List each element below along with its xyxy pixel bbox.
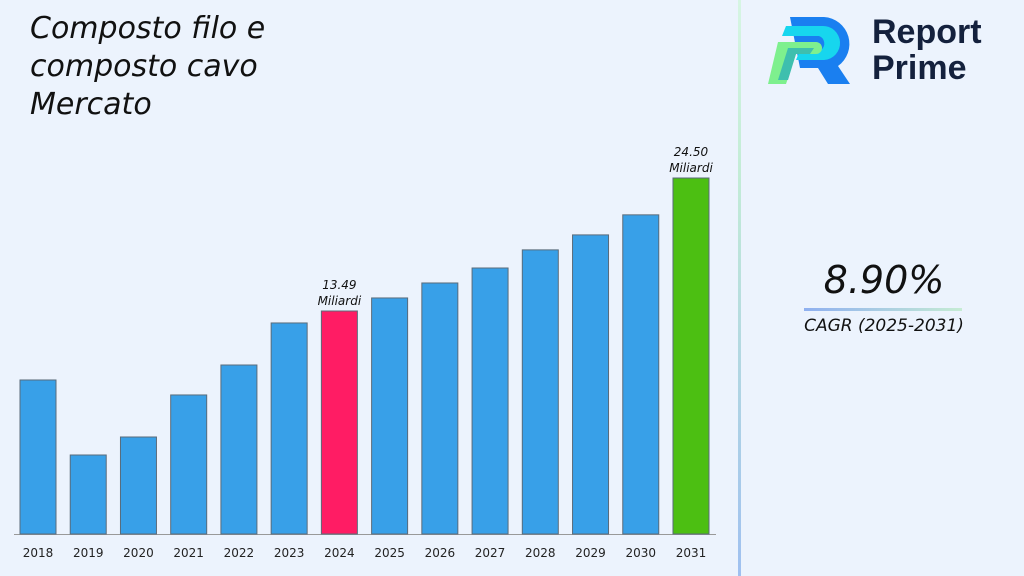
cagr-underline xyxy=(804,308,962,311)
bar-2029 xyxy=(572,234,610,535)
bar-2019 xyxy=(69,454,107,535)
data-label-2024: 13.49 xyxy=(322,278,356,292)
x-tick-label: 2022 xyxy=(224,546,255,560)
cagr-label: CAGR (2025-2031) xyxy=(804,316,964,336)
x-tick-label: 2021 xyxy=(173,546,204,560)
bar-2023 xyxy=(270,322,308,535)
chart-title: Composto filo e composto cavo Mercato xyxy=(30,11,266,122)
data-label-2031: 24.50 xyxy=(674,145,709,159)
x-tick-label: 2023 xyxy=(274,546,305,560)
logo-line2: Prime xyxy=(872,49,967,87)
x-tick-label: 2031 xyxy=(676,546,707,560)
bar-2031 xyxy=(672,177,710,535)
bar-2020 xyxy=(119,436,157,535)
bar-chart: 2018 2019 2020 2021 2022 2023 2024 13.49 Miliard… xyxy=(14,145,716,560)
x-tick-label: 2025 xyxy=(374,546,405,560)
data-label-2024: Miliardi xyxy=(318,294,362,308)
bar-2026 xyxy=(421,282,459,535)
x-tick-label: 2026 xyxy=(425,546,456,560)
x-tick-label: 2027 xyxy=(475,546,506,560)
bar-2021 xyxy=(170,394,208,535)
x-tick-label: 2024 xyxy=(324,546,355,560)
logo-text: Report Prime xyxy=(872,14,982,86)
bar-2024 xyxy=(320,310,358,535)
data-label-2031: Miliardi xyxy=(669,161,713,175)
divider xyxy=(738,0,741,576)
x-tick-label: 2018 xyxy=(23,546,54,560)
x-tick-label: 2019 xyxy=(73,546,104,560)
logo-line1: Report xyxy=(872,13,982,51)
bar-2018 xyxy=(19,379,57,535)
bar-2028 xyxy=(521,249,559,535)
cagr-value: 8.90% xyxy=(823,258,945,302)
bar-2022 xyxy=(220,364,258,535)
report-prime-logo-icon xyxy=(768,17,850,84)
x-tick-label: 2030 xyxy=(625,546,656,560)
x-tick-label: 2020 xyxy=(123,546,154,560)
x-tick-label: 2029 xyxy=(575,546,606,560)
x-tick-label: 2028 xyxy=(525,546,556,560)
bar-2027 xyxy=(471,267,509,535)
bar-2030 xyxy=(622,214,660,535)
bar-2025 xyxy=(371,297,409,535)
